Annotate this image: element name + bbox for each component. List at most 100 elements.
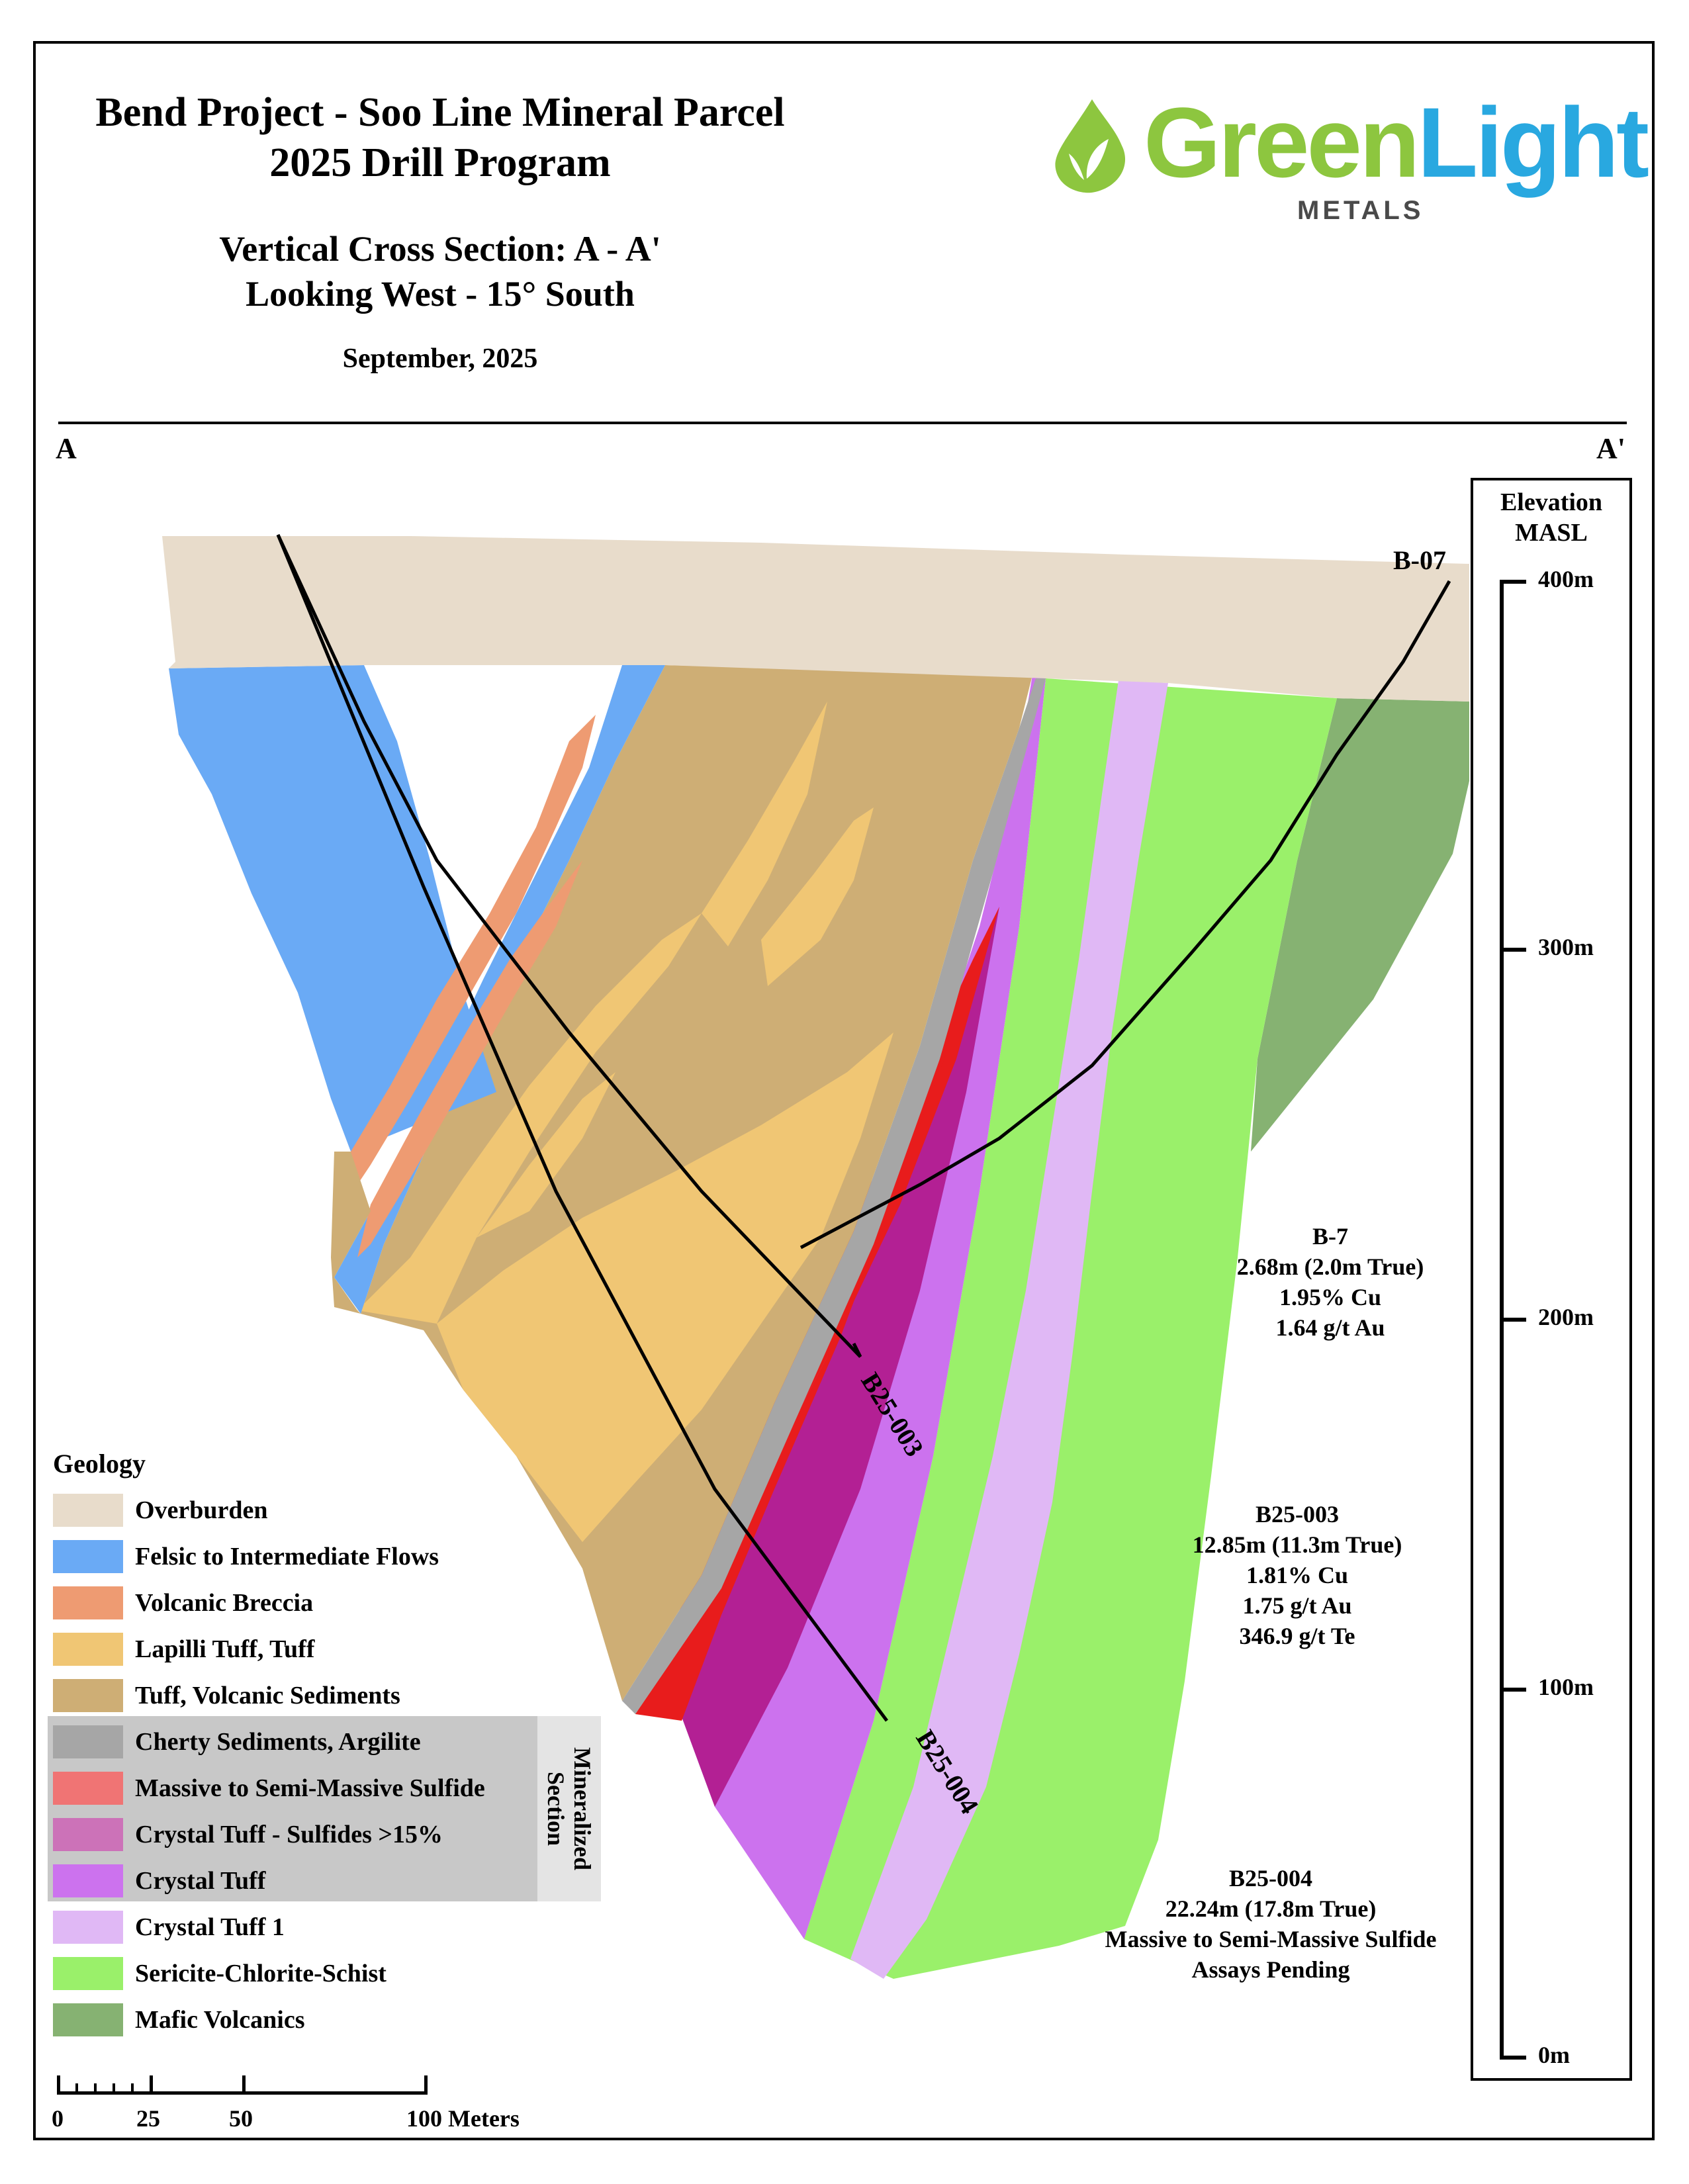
intercept-b25-003-line-3: 1.81% Cu bbox=[1246, 1562, 1349, 1588]
intercept-b-7-line-2: 2.68m (2.0m True) bbox=[1236, 1253, 1424, 1280]
logo-word-light: Light bbox=[1417, 87, 1650, 198]
legend-label-crystal-tuff: Crystal Tuff bbox=[135, 1867, 266, 1895]
elevation-label-400: 400m bbox=[1538, 566, 1594, 592]
unit-lapilli-tuff-2 bbox=[437, 1032, 893, 1542]
title-line-2: 2025 Drill Program bbox=[269, 140, 611, 185]
scale-minor-tick bbox=[75, 2083, 78, 2093]
unit-crystal-tuff-sulfides bbox=[668, 907, 999, 1807]
legend-swatch-overburden bbox=[53, 1494, 123, 1527]
intercept-b25-004-line-2: 22.24m (17.8m True) bbox=[1165, 1895, 1377, 1922]
intercept-b-7: B-7 2.68m (2.0m True) 1.95% Cu 1.64 g/t … bbox=[1178, 1221, 1483, 1343]
intercept-b25-003-line-2: 12.85m (11.3m True) bbox=[1192, 1531, 1402, 1558]
legend-swatch-crystal-tuff-sulfides bbox=[53, 1818, 123, 1851]
scale-label-0: 0 bbox=[52, 2105, 64, 2132]
legend-item-massive-sulfide: Massive to Semi-Massive Sulfide bbox=[53, 1770, 485, 1807]
legend-swatch-lapilli-tuff bbox=[53, 1633, 123, 1666]
scale-minor-tick bbox=[131, 2083, 134, 2093]
mineralized-section-label: Mineralized Section bbox=[537, 1716, 601, 1901]
legend-swatch-mafic-volcanics bbox=[53, 2003, 123, 2036]
unit-volcanic-breccia-2 bbox=[357, 860, 582, 1257]
legend-swatch-sericite-chlorite-schist bbox=[53, 1957, 123, 1990]
legend-label-sericite-chlorite-schist: Sericite-Chlorite-Schist bbox=[135, 1960, 387, 1987]
legend-label-volcanic-breccia: Volcanic Breccia bbox=[135, 1589, 314, 1617]
intercept-b25-004-line-1: B25-004 bbox=[1229, 1865, 1312, 1891]
scale-tick-0 bbox=[57, 2075, 60, 2095]
legend-swatch-felsic-flows bbox=[53, 1540, 123, 1573]
elevation-scale-box: Elevation MASL 400m 300m 200m 100m 0m bbox=[1471, 478, 1632, 2081]
unit-lapilli-tuff-3 bbox=[702, 702, 827, 946]
legend-label-cherty-sediments: Cherty Sediments, Argilite bbox=[135, 1728, 421, 1756]
legend-item-volcanic-breccia: Volcanic Breccia bbox=[53, 1584, 313, 1621]
legend-swatch-crystal-tuff-1 bbox=[53, 1911, 123, 1944]
drillhole-trace-b25-004 bbox=[276, 534, 889, 1722]
drillhole-trace-b25-003 bbox=[276, 533, 862, 1358]
unit-crystal-tuff-1 bbox=[850, 680, 1168, 1979]
legend-label-felsic-flows: Felsic to Intermediate Flows bbox=[135, 1543, 439, 1570]
section-end-a-prime: A' bbox=[1596, 432, 1625, 465]
legend-item-crystal-tuff: Crystal Tuff bbox=[53, 1862, 265, 1899]
legend-label-mafic-volcanics: Mafic Volcanics bbox=[135, 2006, 305, 2034]
elevation-tick-200 bbox=[1500, 1318, 1526, 1322]
legend-item-overburden: Overburden bbox=[53, 1492, 268, 1529]
legend-item-sericite-chlorite-schist: Sericite-Chlorite-Schist bbox=[53, 1955, 387, 1992]
legend-item-crystal-tuff-1: Crystal Tuff 1 bbox=[53, 1909, 285, 1946]
scale-tick-100 bbox=[424, 2075, 428, 2095]
company-logo: GreenLight METALS bbox=[1046, 86, 1649, 232]
scale-minor-tick bbox=[113, 2083, 115, 2093]
intercept-b-7-line-3: 1.95% Cu bbox=[1279, 1284, 1382, 1310]
legend-item-cherty-sediments: Cherty Sediments, Argilite bbox=[53, 1723, 421, 1760]
logo-word-green: Green bbox=[1144, 87, 1420, 198]
legend-swatch-massive-sulfide bbox=[53, 1772, 123, 1805]
scale-bar bbox=[57, 2071, 428, 2105]
elevation-tick-400 bbox=[1500, 580, 1526, 584]
mineralized-label-line-1: Mineralized bbox=[569, 1747, 596, 1870]
unit-overburden bbox=[162, 536, 1469, 702]
elevation-label-100: 100m bbox=[1538, 1674, 1594, 1700]
scale-minor-tick bbox=[94, 2083, 97, 2093]
elevation-tick-100 bbox=[1500, 1688, 1526, 1692]
map-frame bbox=[33, 41, 1655, 2140]
intercept-b25-003-line-4: 1.75 g/t Au bbox=[1242, 1592, 1352, 1619]
leaf-drop-icon bbox=[1055, 99, 1126, 193]
legend-swatch-volcanic-breccia bbox=[53, 1586, 123, 1619]
legend-swatch-cherty-sediments bbox=[53, 1725, 123, 1758]
unit-volcanic-breccia-1 bbox=[344, 715, 596, 1205]
legend-label-overburden: Overburden bbox=[135, 1496, 268, 1524]
legend-swatch-crystal-tuff bbox=[53, 1864, 123, 1897]
legend-item-mafic-volcanics: Mafic Volcanics bbox=[53, 2001, 304, 2038]
intercept-b-7-line-4: 1.64 g/t Au bbox=[1275, 1314, 1385, 1341]
legend-item-lapilli-tuff: Lapilli Tuff, Tuff bbox=[53, 1631, 314, 1668]
intercept-b25-003-line-1: B25-003 bbox=[1255, 1501, 1339, 1527]
drillhole-traces bbox=[276, 533, 1451, 1722]
elevation-tick-300 bbox=[1500, 948, 1526, 952]
legend-label-tuff-volcanic-sediments: Tuff, Volcanic Sediments bbox=[135, 1682, 400, 1709]
date-label: September, 2025 bbox=[342, 343, 538, 374]
elevation-label-300: 300m bbox=[1538, 934, 1594, 960]
intercept-b25-004-line-3: Massive to Semi-Massive Sulfide bbox=[1105, 1926, 1437, 1952]
section-end-a: A bbox=[56, 432, 77, 465]
elevation-title-line-1: Elevation bbox=[1500, 488, 1603, 516]
legend-item-crystal-tuff-sulfides: Crystal Tuff - Sulfides >15% bbox=[53, 1816, 443, 1853]
legend-label-crystal-tuff-sulfides: Crystal Tuff - Sulfides >15% bbox=[135, 1821, 443, 1848]
scale-tick-25 bbox=[150, 2075, 153, 2095]
intercept-b-7-line-1: B-7 bbox=[1312, 1223, 1348, 1250]
legend-label-lapilli-tuff: Lapilli Tuff, Tuff bbox=[135, 1635, 315, 1663]
intercept-b25-004-line-4: Assays Pending bbox=[1191, 1956, 1350, 1983]
drillhole-label-b-07: B-07 bbox=[1393, 545, 1446, 575]
legend-label-crystal-tuff-1: Crystal Tuff 1 bbox=[135, 1913, 285, 1941]
unit-lapilli-tuff-4 bbox=[761, 807, 874, 986]
elevation-tick-0 bbox=[1500, 2056, 1526, 2060]
legend-swatch-tuff-volcanic-sediments bbox=[53, 1679, 123, 1712]
unit-felsic-flows-west bbox=[169, 665, 496, 1152]
unit-mafic-volcanics bbox=[1251, 698, 1469, 1152]
unit-cherty-sediments bbox=[622, 678, 1046, 1714]
mineralized-section-highlight bbox=[48, 1716, 537, 1901]
intercept-b25-003-line-5: 346.9 g/t Te bbox=[1239, 1623, 1355, 1649]
legend-title: Geology bbox=[53, 1449, 146, 1479]
unit-lapilli-tuff-5 bbox=[477, 1072, 616, 1238]
mineralized-label-line-2: Section bbox=[543, 1771, 570, 1846]
header-divider bbox=[58, 422, 1627, 424]
section-title-line-2: Looking West - 15° South bbox=[246, 274, 635, 314]
section-title-line-1: Vertical Cross Section: A - A' bbox=[219, 229, 661, 269]
